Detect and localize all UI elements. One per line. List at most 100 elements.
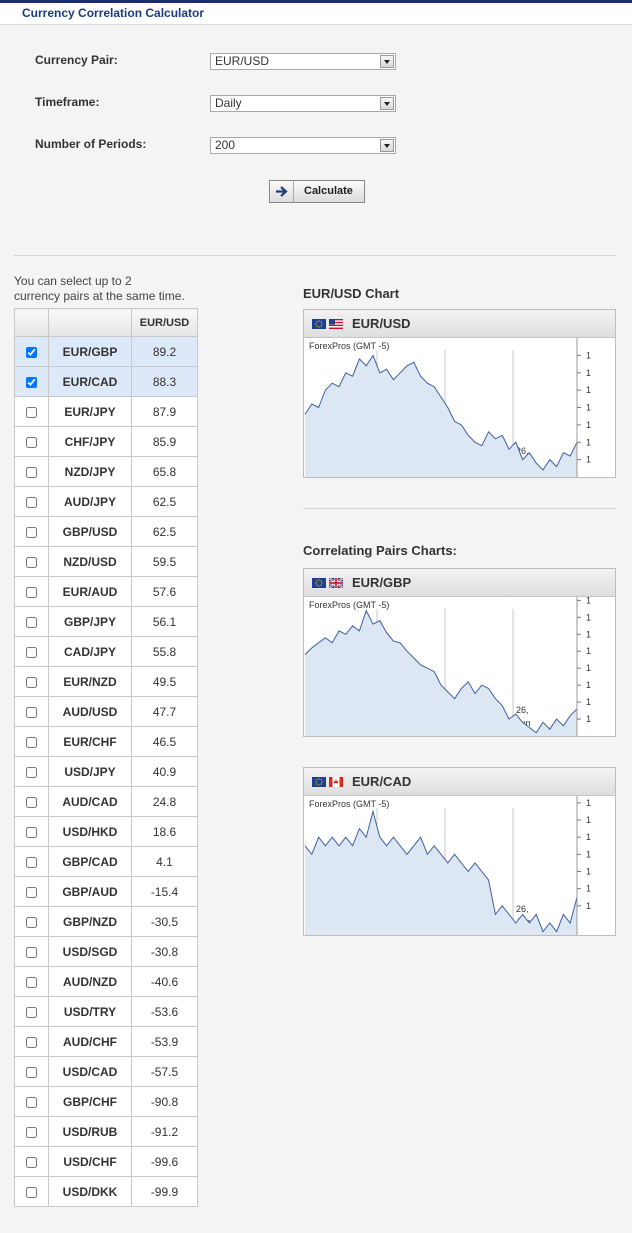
flag-part [329, 326, 343, 328]
y-tick-label: 1 [586, 420, 591, 430]
pair-cell: GBP/USD [48, 516, 132, 547]
flag-star [316, 584, 318, 586]
checkbox[interactable] [26, 556, 37, 568]
pair-cell: EUR/CAD [48, 366, 132, 397]
value-cell: 24.8 [131, 786, 198, 817]
flag [329, 578, 343, 588]
checkbox[interactable] [26, 346, 37, 358]
correlation-table: EUR/USD EUR/GBP 89.2 EUR/CAD 88.3 EUR/JPY 87.9… [14, 308, 198, 1207]
checkbox-cell [14, 606, 49, 637]
pair-cell: USD/JPY [48, 756, 132, 787]
table-row: EUR/CHF 46.5 [14, 726, 198, 757]
select[interactable]: Daily [210, 95, 396, 112]
flag-star [318, 320, 320, 322]
flag-part [339, 777, 343, 787]
value-cell: -99.9 [131, 1176, 198, 1207]
checkbox[interactable] [26, 856, 37, 868]
checkbox-cell [14, 426, 49, 457]
flag-part [329, 319, 343, 321]
checkbox[interactable] [26, 826, 37, 838]
date-label: 26, [516, 446, 529, 456]
value-cell: 87.9 [131, 396, 198, 427]
checkbox[interactable] [26, 586, 37, 598]
checkbox-cell [14, 1086, 49, 1117]
line-chart: 04,Jan02,Mar29,Apr26,JunForexPros (GMT -… [304, 796, 591, 935]
checkbox[interactable] [26, 376, 37, 388]
table-row: GBP/JPY 56.1 [14, 606, 198, 637]
checkbox-cell [14, 696, 49, 727]
checkbox[interactable] [26, 736, 37, 748]
checkbox[interactable] [26, 946, 37, 958]
value-cell: 57.6 [131, 576, 198, 607]
checkbox[interactable] [26, 496, 37, 508]
checkbox[interactable] [26, 1066, 37, 1078]
checkbox-cell [14, 456, 49, 487]
checkbox-cell [14, 366, 49, 397]
table-row: NZD/JPY 65.8 [14, 456, 198, 487]
value-cell: 47.7 [131, 696, 198, 727]
checkbox[interactable] [26, 406, 37, 418]
chart-header: EUR/USD [304, 310, 615, 338]
flag-part [329, 324, 343, 327]
checkbox-cell [14, 546, 49, 577]
checkbox-cell [14, 1116, 49, 1147]
flag-part [312, 777, 326, 787]
checkbox[interactable] [26, 676, 37, 688]
note: currency pairs at the same time. [14, 289, 185, 303]
table-row: GBP/NZD -30.5 [14, 906, 198, 937]
table-row: AUD/CHF -53.9 [14, 1026, 198, 1057]
table-row: USD/HKD 18.6 [14, 816, 198, 847]
value-cell: -53.9 [131, 1026, 198, 1057]
flag-star [320, 779, 322, 781]
pair-cell: GBP/AUD [48, 876, 132, 907]
flag-star [315, 582, 317, 584]
checkbox[interactable] [26, 1006, 37, 1018]
value-cell: -30.5 [131, 906, 198, 937]
flag-star [316, 325, 318, 327]
checkbox[interactable] [26, 616, 37, 628]
y-tick-label: 1 [586, 368, 591, 378]
chart-heading: Correlating Pairs Charts: [303, 543, 457, 558]
select[interactable]: EUR/USD [210, 53, 396, 70]
checkbox[interactable] [26, 1126, 37, 1138]
calculate-button[interactable]: Calculate [269, 180, 365, 203]
checkbox[interactable] [26, 886, 37, 898]
checkbox[interactable] [26, 646, 37, 658]
checkbox-cell [14, 966, 49, 997]
checkbox-cell [14, 846, 49, 877]
y-tick-label: 1 [586, 901, 591, 911]
checkbox[interactable] [26, 976, 37, 988]
flag-star [318, 326, 320, 328]
y-tick-label: 1 [586, 884, 591, 894]
value-cell: 46.5 [131, 726, 198, 757]
table-row: EUR/AUD 57.6 [14, 576, 198, 607]
chart-heading: EUR/USD Chart [303, 286, 400, 301]
title-bar [0, 0, 632, 25]
pair-cell: USD/RUB [48, 1116, 132, 1147]
checkbox[interactable] [26, 766, 37, 778]
checkbox[interactable] [26, 796, 37, 808]
flag-part [329, 777, 333, 787]
pair-cell: AUD/JPY [48, 486, 132, 517]
chart-box: EUR/GBP 04,Jan02,Mar29,Apr26,JunForexPros… [303, 568, 616, 737]
area [305, 811, 577, 935]
table-row: USD/JPY 40.9 [14, 756, 198, 787]
checkbox[interactable] [26, 706, 37, 718]
y-tick-label: 1 [586, 798, 591, 808]
checkbox[interactable] [26, 1096, 37, 1108]
checkbox[interactable] [26, 1036, 37, 1048]
table-row: USD/DKK -99.9 [14, 1176, 198, 1207]
checkbox[interactable] [26, 916, 37, 928]
header-cell [48, 308, 132, 337]
checkbox[interactable] [26, 436, 37, 448]
checkbox[interactable] [26, 1186, 37, 1198]
checkbox[interactable] [26, 526, 37, 538]
flag-part [329, 319, 335, 325]
select-arrow [380, 55, 394, 68]
pair-cell: CAD/JPY [48, 636, 132, 667]
select[interactable]: 200 [210, 137, 396, 154]
checkbox[interactable] [26, 466, 37, 478]
pair-cell: USD/CHF [48, 1146, 132, 1177]
checkbox[interactable] [26, 1156, 37, 1168]
